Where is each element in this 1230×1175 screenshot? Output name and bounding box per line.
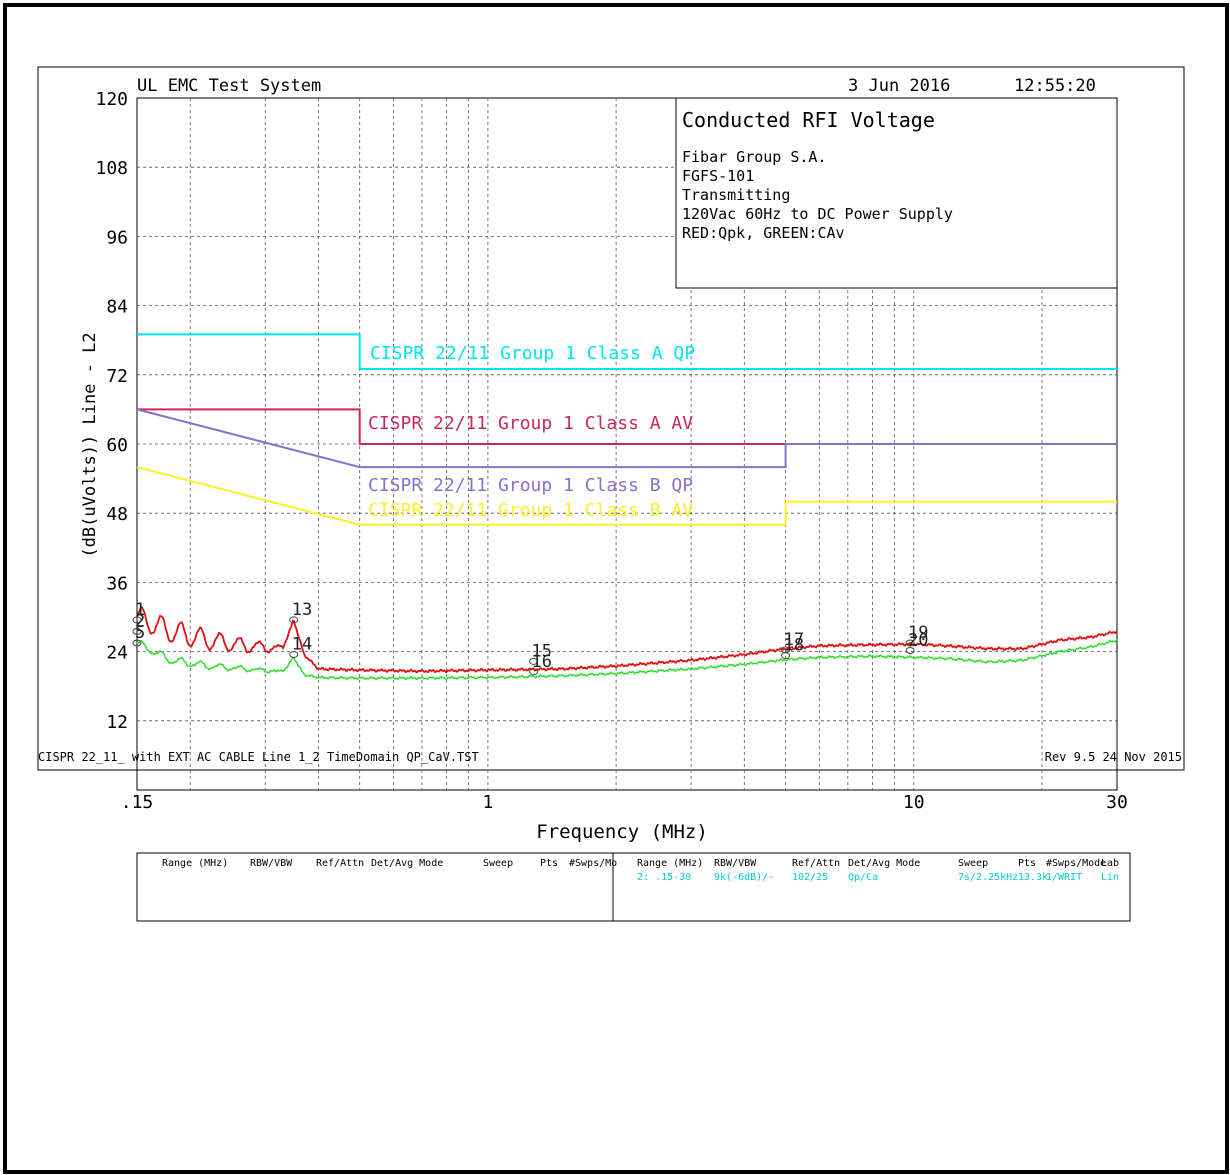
- info-line: Fibar Group S.A.: [682, 148, 827, 166]
- settings-value: 102/25: [792, 872, 828, 883]
- peak-marker: [905, 639, 915, 647]
- peak-marker-label: 14: [292, 634, 312, 654]
- y-axis-label: (dB(uVolts)) Line - L2: [80, 332, 100, 557]
- limit-lines: CISPR 22/11 Group 1 Class A QP CISPR 22/1…: [136, 333, 1117, 526]
- limit-line: [136, 408, 1117, 469]
- y-tick-label: 108: [95, 158, 128, 179]
- y-tick-label: 24: [106, 643, 128, 664]
- x-tick-label: 1: [482, 792, 493, 813]
- settings-header: Sweep: [958, 858, 988, 869]
- measurement-traces: [136, 606, 1118, 681]
- peak-marker-label: 20: [908, 630, 928, 650]
- test-date: 3 Jun 2016: [848, 76, 950, 96]
- peak-marker: [905, 646, 915, 654]
- settings-header: Det/Avg Mode: [371, 858, 443, 869]
- x-tick-label: 30: [1106, 792, 1128, 813]
- peak-marker-label: 2: [135, 611, 145, 631]
- x-axis-label: Frequency (MHz): [536, 821, 708, 843]
- settings-header: Range (MHz): [637, 858, 703, 869]
- y-tick-label: 12: [106, 712, 128, 733]
- trace-cav: [136, 639, 1118, 681]
- y-tick-label: 120: [95, 89, 128, 110]
- outer-plot-frame: [37, 66, 1185, 771]
- settings-header: RBW/VBW: [250, 858, 293, 869]
- info-line: 120Vac 60Hz to DC Power Supply: [682, 205, 953, 223]
- test-time: 12:55:20: [1014, 76, 1096, 96]
- settings-value: 13.3k: [1018, 872, 1048, 883]
- info-line: RED:Qpk, GREEN:CAv: [682, 224, 845, 242]
- info-line: FGFS-101: [682, 167, 754, 185]
- peak-marker: [132, 639, 142, 647]
- y-tick-label: 96: [106, 227, 128, 248]
- peak-marker-label: 13: [292, 600, 312, 620]
- settings-header: Lab: [1101, 858, 1119, 869]
- y-tick-label: 36: [106, 573, 128, 594]
- trace-qpk: [136, 606, 1118, 674]
- limit-line: [136, 466, 1117, 526]
- y-tick-label: 84: [106, 297, 128, 318]
- settings-value: Qp/Ca: [848, 872, 878, 883]
- settings-header: Pts: [1018, 858, 1036, 869]
- y-tick-label: 60: [106, 435, 128, 456]
- test-file-name: CISPR 22_11_ with EXT AC CABLE Line 1_2 …: [38, 750, 479, 764]
- peak-marker: [289, 616, 299, 624]
- peak-marker-label: 16: [532, 652, 552, 672]
- y-tick-label: 72: [106, 366, 128, 387]
- settings-header: RBW/VBW: [714, 858, 757, 869]
- settings-value: 2: .15-30: [637, 872, 691, 883]
- limit-line-label: CISPR 22/11 Group 1 Class A AV: [368, 413, 693, 434]
- settings-header: Ref/Attn: [316, 858, 364, 869]
- settings-header: #Swps/Mo: [569, 858, 617, 869]
- x-tick-label: 10: [903, 792, 925, 813]
- settings-table: [136, 852, 1131, 922]
- peak-marker-label: 15: [532, 641, 552, 661]
- peak-marker-label: 18: [784, 636, 804, 656]
- peak-marker: [132, 627, 142, 635]
- settings-value: 9k(-6dB)/-: [714, 872, 774, 883]
- info-line: Transmitting: [682, 186, 790, 204]
- peak-marker: [529, 657, 539, 665]
- settings-header: Ref/Attn: [792, 858, 840, 869]
- peak-marker: [132, 616, 142, 624]
- peak-marker-label: 5: [135, 623, 145, 643]
- settings-header: #Swps/Mode: [1046, 858, 1106, 869]
- info-title: Conducted RFI Voltage: [682, 108, 935, 132]
- settings-header: Range (MHz): [162, 858, 228, 869]
- limit-line-label: CISPR 22/11 Group 1 Class B QP: [368, 475, 693, 496]
- x-tick-label: .15: [121, 792, 154, 813]
- software-revision: Rev 9.5 24 Nov 2015: [1044, 750, 1182, 764]
- peak-marker-label: 19: [908, 623, 928, 643]
- peak-marker: [289, 650, 299, 658]
- info-box: [675, 97, 1118, 289]
- peak-marker-label: 1: [135, 600, 145, 620]
- settings-cells: Range (MHz) RBW/VBW Ref/Attn Det/Avg Mode Sw…: [162, 858, 1119, 883]
- limit-line-label: CISPR 22/11 Group 1 Class A QP: [370, 343, 695, 364]
- peak-marker-label: 17: [784, 630, 804, 650]
- settings-value: 1/WRIT: [1046, 872, 1082, 883]
- settings-header: Sweep: [483, 858, 513, 869]
- settings-header: Pts: [540, 858, 558, 869]
- limit-line: [137, 333, 1117, 371]
- peak-marker: [529, 668, 539, 676]
- limit-line: [137, 408, 1117, 445]
- settings-value: 7s/2.25kHz: [958, 872, 1018, 883]
- settings-value: Lin: [1101, 872, 1119, 883]
- settings-header: Det/Avg Mode: [848, 858, 920, 869]
- system-title: UL EMC Test System: [137, 76, 321, 96]
- limit-line-label: CISPR 22/11 Group 1 Class B AV: [368, 500, 693, 521]
- y-tick-label: 48: [106, 504, 128, 525]
- page-frame: [3, 3, 1229, 1174]
- peak-marker: [781, 652, 791, 660]
